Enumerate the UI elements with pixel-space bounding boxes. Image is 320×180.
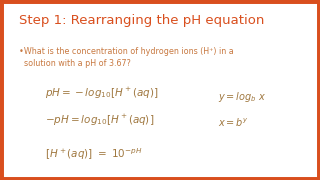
Text: $x = b^y$: $x = b^y$ bbox=[218, 117, 249, 129]
Text: •What is the concentration of hydrogen ions (H⁺) in a
  solution with a pH of 3.: •What is the concentration of hydrogen i… bbox=[19, 47, 234, 68]
Text: $pH = -log_{10}[H^+(aq)]$: $pH = -log_{10}[H^+(aq)]$ bbox=[45, 86, 158, 102]
Text: Step 1: Rearranging the pH equation: Step 1: Rearranging the pH equation bbox=[19, 14, 265, 27]
Text: $-pH = log_{10}[H^+(aq)]$: $-pH = log_{10}[H^+(aq)]$ bbox=[45, 113, 154, 129]
Text: $y = log_b\ x$: $y = log_b\ x$ bbox=[218, 90, 266, 104]
Text: $[H^+(aq)]\ =\ 10^{-pH}$: $[H^+(aq)]\ =\ 10^{-pH}$ bbox=[45, 146, 142, 162]
